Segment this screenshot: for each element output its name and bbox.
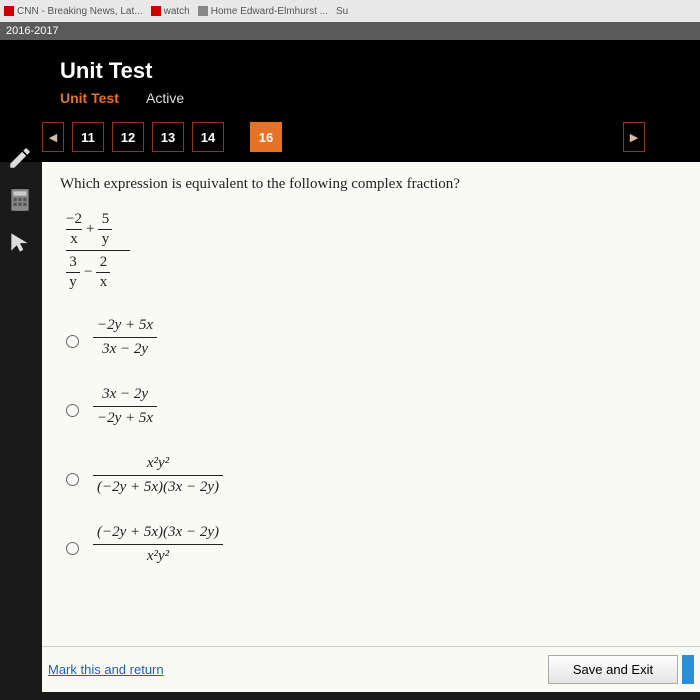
answer-options: −2y + 5x3x − 2y 3x − 2y−2y + 5x x²y²(−2y… bbox=[60, 316, 682, 566]
answer-option[interactable]: −2y + 5x3x − 2y bbox=[66, 316, 682, 359]
complex-fraction: −2x + 5y 3y − 2x bbox=[60, 211, 130, 290]
pencil-icon[interactable] bbox=[7, 145, 33, 171]
calculator-icon[interactable] bbox=[7, 187, 33, 213]
next-arrow[interactable]: ▶ bbox=[623, 122, 645, 152]
browser-tab[interactable]: watch bbox=[151, 6, 190, 17]
radio-button[interactable] bbox=[66, 473, 79, 486]
subtitle-active: Unit Test bbox=[60, 90, 119, 106]
browser-tab-bar: CNN - Breaking News, Lat... watch Home E… bbox=[0, 0, 700, 22]
answer-option[interactable]: (−2y + 5x)(3x − 2y)x²y² bbox=[66, 523, 682, 566]
radio-button[interactable] bbox=[66, 404, 79, 417]
question-prompt: Which expression is equivalent to the fo… bbox=[60, 176, 682, 193]
year-text: 2016-2017 bbox=[6, 25, 59, 37]
cnn-icon bbox=[4, 6, 14, 16]
question-nav: ◀ 11 12 13 14 16 ▶ bbox=[0, 116, 700, 162]
question-number[interactable]: 11 bbox=[72, 122, 104, 152]
question-content: Which expression is equivalent to the fo… bbox=[42, 162, 700, 692]
watch-icon bbox=[151, 6, 161, 16]
next-button-stub[interactable] bbox=[682, 655, 694, 684]
browser-tab[interactable]: CNN - Breaking News, Lat... bbox=[4, 6, 143, 17]
test-header: Unit Test Unit Test Active bbox=[0, 40, 700, 116]
radio-button[interactable] bbox=[66, 542, 79, 555]
question-number[interactable]: 12 bbox=[112, 122, 144, 152]
answer-option[interactable]: x²y²(−2y + 5x)(3x − 2y) bbox=[66, 454, 682, 497]
mark-return-link[interactable]: Mark this and return bbox=[48, 662, 164, 677]
home-icon bbox=[198, 6, 208, 16]
content-footer: Mark this and return Save and Exit bbox=[42, 646, 700, 692]
browser-tab[interactable]: Su bbox=[336, 6, 348, 17]
question-number[interactable]: 14 bbox=[192, 122, 224, 152]
question-number[interactable]: 13 bbox=[152, 122, 184, 152]
save-exit-button[interactable]: Save and Exit bbox=[548, 655, 678, 684]
year-bar: 2016-2017 bbox=[0, 22, 700, 40]
answer-option[interactable]: 3x − 2y−2y + 5x bbox=[66, 385, 682, 428]
subtitle-status: Active bbox=[146, 90, 184, 106]
prev-arrow[interactable]: ◀ bbox=[42, 122, 64, 152]
browser-tab[interactable]: Home Edward-Elmhurst ... bbox=[198, 6, 328, 17]
question-number-current[interactable]: 16 bbox=[250, 122, 282, 152]
pointer-icon[interactable] bbox=[7, 229, 33, 255]
tool-sidebar bbox=[0, 135, 40, 335]
page-title: Unit Test bbox=[60, 58, 645, 84]
radio-button[interactable] bbox=[66, 335, 79, 348]
